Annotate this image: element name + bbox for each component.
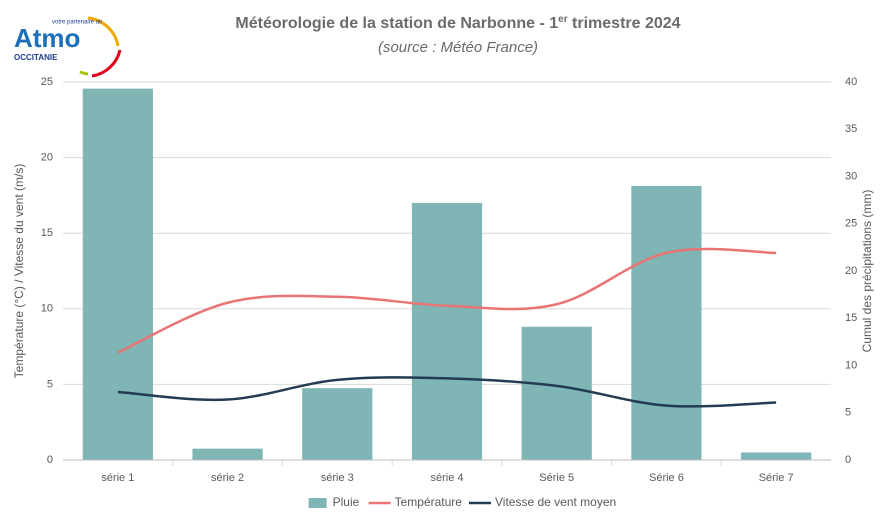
y2-tick-label: 30 [845,170,857,182]
y2-tick-label: 0 [845,454,851,466]
y-tick-label: 25 [41,76,53,88]
line [117,376,777,408]
title-sup: er [558,14,568,25]
logo-arc [79,70,89,76]
x-tick-label: Série 6 [649,472,684,484]
x-tick-label: série 3 [321,472,354,484]
chart-subtitle: (source : Météo France) [378,39,538,56]
logo-region: OCCITANIE [14,53,58,62]
line [117,247,777,354]
logo-tagline: votre partenaire air [52,20,102,26]
bar [631,185,702,460]
y2-tick-label: 5 [845,407,851,419]
y2-axis-label: Cumul des précipitations (mm) [860,190,874,353]
bar [192,448,263,460]
logo-arc [87,16,120,47]
x-tick-label: Série 5 [539,472,574,484]
bar [302,388,373,460]
y2-tick-label: 35 [845,123,857,135]
y2-tick-label: 40 [845,76,857,88]
bar [521,326,592,460]
chart-title: Météorologie de la station de Narbonne -… [235,14,680,33]
y-tick-label: 10 [41,303,53,315]
bar [82,88,153,461]
x-tick-label: série 2 [211,472,244,484]
logo: votre partenaire air Atmo OCCITANIE [14,16,122,78]
y-tick-label: 15 [41,227,53,239]
y2-tick-label: 25 [845,218,857,230]
x-tick-label: série 1 [101,472,134,484]
y-axis-label: Température (°C) / Vitesse du vent (m/s) [12,164,26,379]
legend-label: Vitesse de vent moyen [495,495,616,509]
x-tick-label: série 4 [430,472,463,484]
y2-tick-label: 15 [845,312,857,324]
y-tick-label: 0 [47,454,53,466]
legend-label: Température [395,495,463,509]
x-tick-label: Série 7 [759,472,794,484]
legend-swatch [308,498,327,508]
logo-name: Atmo [14,23,80,53]
bar [741,452,812,460]
legend-label: Pluie [333,495,360,509]
logo-arc [91,49,122,78]
y-tick-label: 20 [41,152,53,164]
bar [411,202,483,460]
y2-tick-label: 20 [845,265,857,277]
title-part: trimestre 2024 [568,15,681,32]
title-part: Météorologie de la station de Narbonne -… [235,15,558,32]
y2-tick-label: 10 [845,359,857,371]
y-tick-label: 5 [47,378,53,390]
